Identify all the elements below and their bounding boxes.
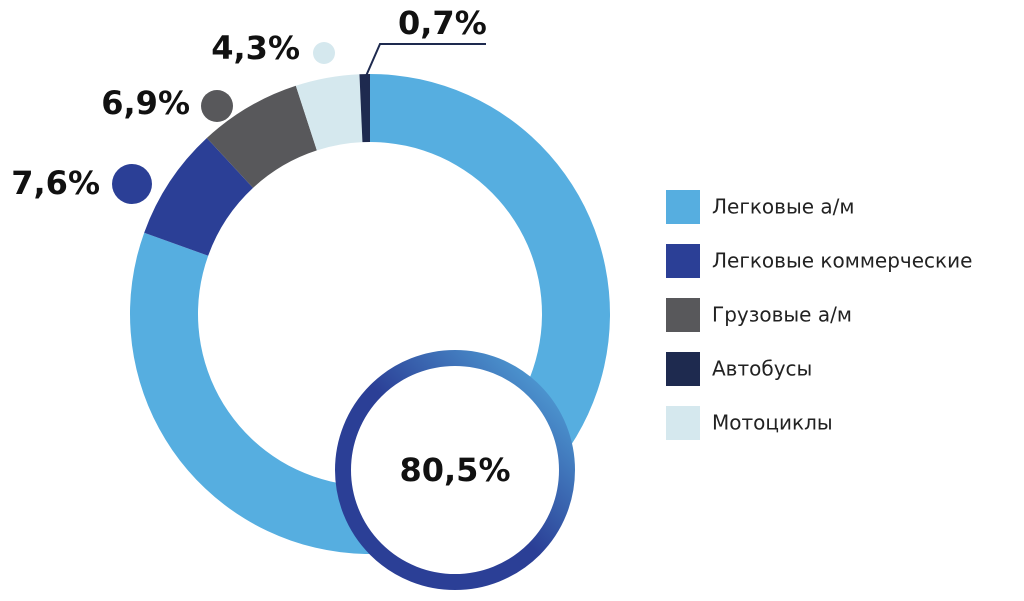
value-label: 6,9%: [101, 84, 190, 122]
labels: 80,5% 7,6% 6,9% 4,3% 0,7%: [11, 4, 575, 590]
value-label: 7,6%: [11, 164, 100, 202]
donut-segment: [144, 138, 254, 256]
donut-segment: [295, 74, 363, 151]
legend-swatch: [666, 352, 700, 386]
value-label: 4,3%: [211, 29, 300, 67]
legend-swatch: [666, 190, 700, 224]
label-dot: [201, 90, 233, 122]
legend-swatch: [666, 298, 700, 332]
label-dot: [112, 164, 152, 204]
value-label: 80,5%: [399, 451, 510, 489]
legend-label: Легковые а/м: [712, 195, 855, 219]
legend-swatch: [666, 406, 700, 440]
highlight-ring: [335, 350, 575, 590]
donut-segment: [206, 85, 317, 188]
legend-label: Грузовые а/м: [712, 303, 852, 327]
donut-segment: [359, 74, 370, 143]
legend-label: Мотоциклы: [712, 411, 833, 435]
donut: [130, 74, 611, 555]
legend-label: Автобусы: [712, 357, 812, 381]
legend: Легковые а/м Легковые коммерческие Грузовы…: [666, 190, 972, 440]
value-label: 0,7%: [398, 4, 487, 42]
label-dot: [313, 42, 335, 64]
leader-line: [365, 43, 486, 77]
legend-swatch: [666, 244, 700, 278]
legend-label: Легковые коммерческие: [712, 249, 972, 273]
